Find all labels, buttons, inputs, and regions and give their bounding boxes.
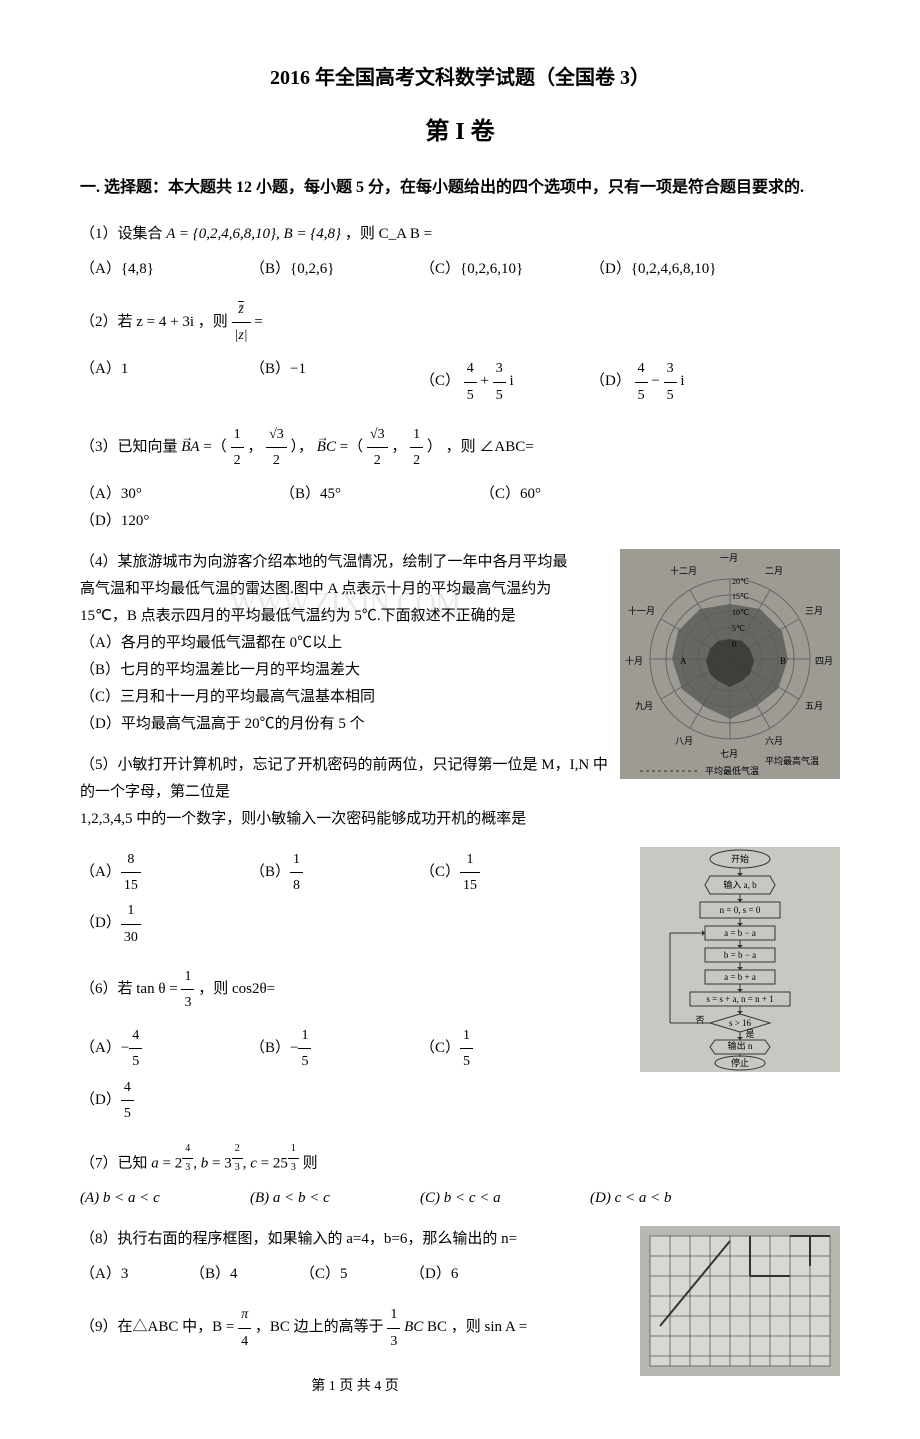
q1-opt-a: （A）{4,8} xyxy=(80,256,230,283)
q7-opt-b: (B) a < b < c xyxy=(250,1185,400,1212)
question-1: （1）设集合 A = {0,2,4,6,8,10}, B = {4,8} ，则 … xyxy=(80,221,840,283)
q1-opt-b: （B）{0,2,6} xyxy=(250,256,400,283)
question-2: （2）若 z = 4 + 3i ，则 z̄ |z| = （A）1 （B）−1 （… xyxy=(80,297,840,408)
question-4: WWW.ZIXIN.COM （4）某旅游城市为向游客介绍本地的气温情况，绘制了一… xyxy=(80,549,840,738)
q9-stem-mid: ，BC 边上的高等于 xyxy=(255,1319,388,1335)
q3-opt-d: （D）120° xyxy=(80,508,260,535)
q6-stem-pre: （6）若 tan θ = xyxy=(80,981,181,997)
q6-opt-a: （A）−45 xyxy=(80,1023,230,1074)
question-8: （8）执行右面的程序框图，如果输入的 a=4，b=6，那么输出的 n= （A）3… xyxy=(80,1226,840,1288)
q2-eq: = xyxy=(254,314,262,330)
q5-opt-c: （C）115 xyxy=(420,847,570,898)
q3-vec-ba: BA xyxy=(181,439,199,455)
page-title: 2016 年全国高考文科数学试题（全国卷 3） xyxy=(80,60,840,96)
q2-opt-d: （D） 45 − 35 i xyxy=(590,356,740,407)
q4-opt-a: （A）各月的平均最低气温都在 0℃以上 xyxy=(80,630,840,657)
q4-line2: 高气温和平均最低气温的雷达图.图中 A 点表示十月的平均最高气温约为 xyxy=(80,576,840,603)
q6-opt-b: （B）−15 xyxy=(250,1023,400,1074)
q3-vec-bc: BC xyxy=(317,439,336,455)
question-9: （9）在△ABC 中，B = π4 ，BC 边上的高等于 13 BC BC ，则… xyxy=(80,1302,840,1353)
q4-line1: （4）某旅游城市为向游客介绍本地的气温情况，绘制了一年中各月平均最 xyxy=(80,549,840,576)
q1-math: A = {0,2,4,6,8,10}, B = {4,8} xyxy=(166,226,341,242)
question-7: （7）已知 a = 243, b = 323, c = 2513 则 (A) b… xyxy=(80,1140,840,1212)
q4-opt-c: （C）三月和十一月的平均最高气温基本相同 xyxy=(80,684,840,711)
svg-text:b = b − a: b = b − a xyxy=(724,950,756,960)
q8-opt-c: （C）5 xyxy=(300,1261,390,1288)
q8-opt-d: （D）6 xyxy=(410,1261,500,1288)
question-5: （5）小敏打开计算机时，忘记了开机密码的前两位，只记得第一位是 M，I,N 中的… xyxy=(80,752,840,833)
q6-opt-c: （C）15 xyxy=(420,1023,570,1074)
q1-stem-pre: （1）设集合 xyxy=(80,226,166,242)
q2-stem: （2）若 z = 4 + 3i ，则 xyxy=(80,314,232,330)
section-title: 第 I 卷 xyxy=(80,111,840,154)
q9-stem-post: BC ，则 sin A = xyxy=(427,1319,527,1335)
q3-stem-pre: （3）已知向量 xyxy=(80,439,181,455)
q5-options: （A）815 （B）18 （C）115 （D）130 xyxy=(80,847,840,950)
q2-frac-num: z̄ xyxy=(232,297,251,323)
q5-opt-a: （A）815 xyxy=(80,847,230,898)
q3-opt-a: （A）30° xyxy=(80,481,260,508)
q7-opt-c: (C) b < c < a xyxy=(420,1185,570,1212)
q2-frac-den: |z| xyxy=(232,323,251,348)
q2-opt-c: （C） 45 + 35 i xyxy=(420,356,570,407)
question-6: （6）若 tan θ = 13 ，则 cos2θ= （A）−45 （B）−15 … xyxy=(80,964,840,1126)
q5-line1: （5）小敏打开计算机时，忘记了开机密码的前两位，只记得第一位是 M，I,N 中的… xyxy=(80,752,840,806)
q9-stem-pre: （9）在△ABC 中，B = xyxy=(80,1319,238,1335)
q5-opt-b: （B）18 xyxy=(250,847,400,898)
q2-opt-a: （A）1 xyxy=(80,356,230,407)
q3-stem-post: ，则 ∠ABC= xyxy=(446,439,534,455)
q5-opt-d: （D）130 xyxy=(80,898,230,949)
q8-opt-a: （A）3 xyxy=(80,1261,170,1288)
q7-opt-d: (D) c < a < b xyxy=(590,1185,740,1212)
q8-stem: （8）执行右面的程序框图，如果输入的 a=4，b=6，那么输出的 n= xyxy=(80,1226,840,1253)
instruction-text: 一. 选择题：本大题共 12 小题，每小题 5 分，在每小题给出的四个选项中，只… xyxy=(80,174,840,203)
q3-opt-b: （B）45° xyxy=(280,481,460,508)
q5-line2: 1,2,3,4,5 中的一个数字，则小敏输入一次密码能够成功开机的概率是 xyxy=(80,806,840,833)
q1-stem-post: ，则 C_A B = xyxy=(345,226,432,242)
q1-opt-d: （D）{0,2,4,6,8,10} xyxy=(590,256,740,283)
q4-line3: 15℃，B 点表示四月的平均最低气温约为 5℃.下面叙述不正确的是 xyxy=(80,603,840,630)
q6-stem-post: ，则 cos2θ= xyxy=(198,981,275,997)
q4-opt-d: （D）平均最高气温高于 20℃的月份有 5 个 xyxy=(80,711,840,738)
q7-opt-a: (A) b < a < c xyxy=(80,1185,230,1212)
q1-opt-c: （C）{0,2,6,10} xyxy=(420,256,570,283)
q4-opt-b: （B）七月的平均温差比一月的平均温差大 xyxy=(80,657,840,684)
question-3: （3）已知向量 BA =（ 12 ， √32 ）， BC =（ √32 ， 12… xyxy=(80,422,840,535)
q2-opt-b: （B）−1 xyxy=(250,356,400,407)
q8-opt-b: （B）4 xyxy=(190,1261,280,1288)
q3-opt-c: （C）60° xyxy=(480,481,660,508)
q6-opt-d: （D）45 xyxy=(80,1075,230,1126)
